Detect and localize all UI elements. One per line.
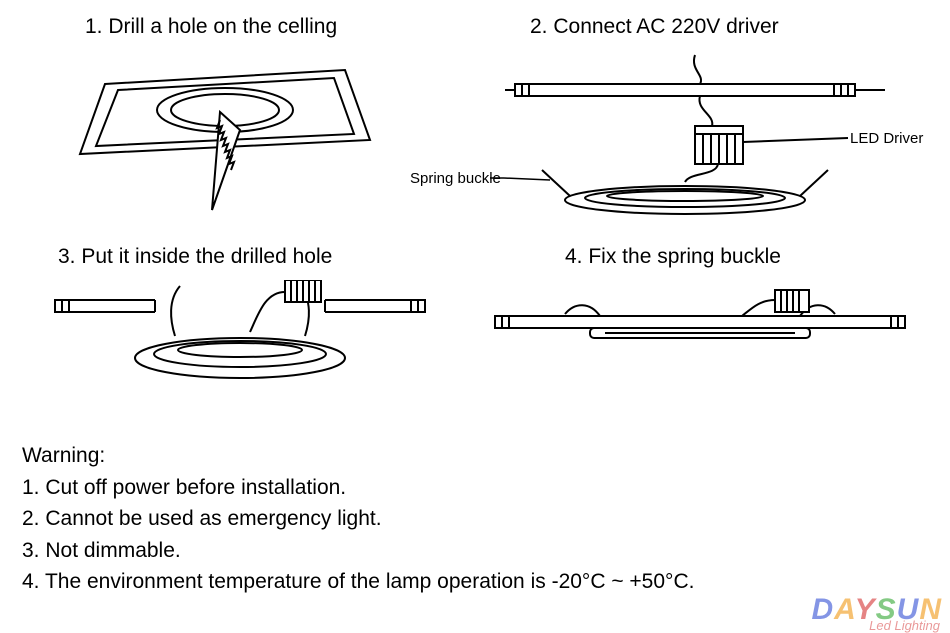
warning-block: Warning: 1. Cut off power before install… (22, 440, 694, 598)
warning-item-4: 4. The environment temperature of the la… (22, 566, 694, 598)
step3-title: 3. Put it inside the drilled hole (58, 245, 332, 269)
brand-logo-sub: Led Lighting (869, 618, 940, 633)
step1-diagram (60, 50, 380, 230)
warning-item-1: 1. Cut off power before installation. (22, 472, 694, 504)
step2-title: 2. Connect AC 220V driver (530, 15, 779, 39)
step4-title: 4. Fix the spring buckle (565, 245, 781, 269)
warning-heading: Warning: (22, 440, 694, 472)
spring-buckle-label: Spring buckle (410, 170, 501, 187)
warning-item-2: 2. Cannot be used as emergency light. (22, 503, 694, 535)
step2-diagram (490, 50, 930, 230)
step4-diagram (480, 280, 920, 390)
step3-diagram (40, 280, 440, 410)
step1-title: 1. Drill a hole on the celling (85, 15, 337, 39)
warning-item-3: 3. Not dimmable. (22, 535, 694, 567)
